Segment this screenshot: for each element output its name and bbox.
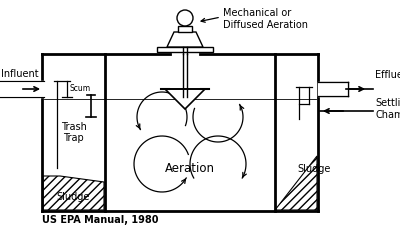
Text: Influent: Influent xyxy=(1,69,39,79)
Polygon shape xyxy=(165,89,205,109)
Text: Aeration: Aeration xyxy=(165,163,215,175)
Text: Mechanical or
Diffused Aeration: Mechanical or Diffused Aeration xyxy=(223,8,308,30)
Text: Scum: Scum xyxy=(70,84,91,93)
Text: US EPA Manual, 1980: US EPA Manual, 1980 xyxy=(42,215,158,225)
Text: Sludge: Sludge xyxy=(57,192,90,202)
Text: Settling
Chamber: Settling Chamber xyxy=(375,98,400,120)
FancyBboxPatch shape xyxy=(178,26,192,32)
Text: Trash
Trap: Trash Trap xyxy=(60,122,86,143)
Circle shape xyxy=(177,10,193,26)
Polygon shape xyxy=(43,176,104,210)
FancyBboxPatch shape xyxy=(157,47,213,52)
Polygon shape xyxy=(275,156,317,210)
Text: Sludge: Sludge xyxy=(297,164,330,174)
Polygon shape xyxy=(167,32,203,47)
Text: Effluent: Effluent xyxy=(375,70,400,80)
